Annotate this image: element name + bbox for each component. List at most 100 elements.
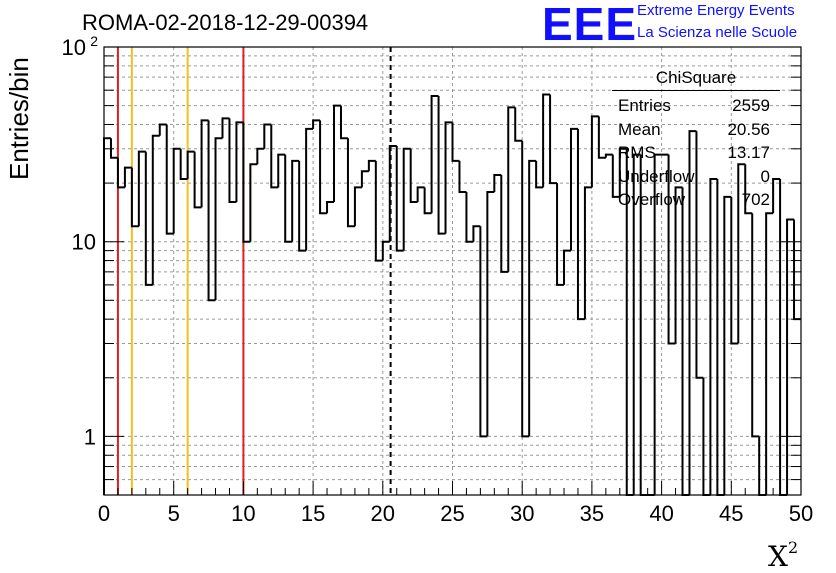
histogram-bin — [681, 187, 690, 496]
histogram-bin — [116, 157, 125, 189]
histogram-bin — [723, 195, 732, 495]
histogram-bin — [521, 140, 530, 438]
histogram-bin — [507, 106, 516, 272]
stats-title: ChiSquare — [612, 68, 780, 91]
histogram-bin — [200, 119, 209, 208]
y-tick-label: 1 — [84, 424, 96, 449]
histogram-bin — [130, 167, 139, 228]
histogram-bin — [151, 134, 160, 285]
histogram-bin — [186, 150, 195, 179]
histogram-bin — [779, 178, 788, 496]
y-tick-label-exponent: 2 — [90, 33, 98, 49]
histogram-bin — [786, 218, 795, 495]
histogram-bin — [256, 147, 265, 165]
histogram-bin — [611, 154, 620, 198]
grid-lines — [104, 47, 801, 495]
histogram-bin — [123, 166, 132, 188]
x-tick-label: 10 — [231, 501, 255, 526]
histogram-bin — [765, 212, 774, 495]
histogram-bin — [423, 187, 432, 215]
stats-row-entries: Entries 2559 — [618, 96, 770, 115]
histogram-bin — [374, 160, 383, 262]
y-axis-label: Entries/bin — [4, 57, 34, 180]
histogram-bin — [486, 190, 495, 437]
stats-box: ChiSquare Entries 2559 Mean 20.56 RMS 13.17… — [612, 68, 780, 212]
histogram-bin — [542, 93, 551, 188]
histogram-bin — [367, 159, 376, 172]
histogram-bin — [416, 186, 425, 202]
histogram-bin — [730, 196, 739, 345]
histogram-bin — [165, 124, 174, 235]
histogram-bin — [270, 124, 279, 189]
histogram-bin — [388, 145, 397, 242]
histogram-bin — [172, 147, 181, 234]
x-tick-label: 25 — [440, 501, 464, 526]
histogram-bin — [158, 123, 167, 136]
histogram-bin — [298, 160, 307, 252]
histogram-bin — [737, 163, 746, 344]
histogram-bin — [709, 177, 718, 495]
logo-text-line2: La Scienza nelle Scuole — [637, 24, 798, 41]
histogram-bin — [144, 151, 153, 286]
histogram-bin — [604, 153, 613, 158]
eee-logo: EEE — [542, 0, 638, 50]
histogram-bin — [109, 138, 118, 159]
histogram-bin — [402, 147, 411, 251]
histogram-bin — [395, 146, 404, 252]
x-tick-label: 5 — [168, 501, 180, 526]
y-tick-label: 10 — [72, 230, 96, 255]
histogram-bin — [493, 174, 502, 192]
stats-row-overflow: Overflow 702 — [618, 190, 770, 209]
x-tick-label: 20 — [371, 501, 395, 526]
histogram-bin — [249, 163, 258, 242]
histogram-bin — [451, 122, 460, 162]
histogram-bin — [569, 127, 578, 251]
x-tick-label: 0 — [98, 501, 110, 526]
histogram-bin — [744, 164, 753, 215]
y-tick-label: 10 — [62, 35, 86, 60]
histogram-bin — [326, 200, 335, 214]
histogram-bin — [751, 213, 760, 438]
histogram-bin — [528, 159, 537, 437]
histogram-bin — [597, 116, 606, 159]
histogram-bin — [242, 122, 251, 243]
histogram-bin — [549, 94, 558, 185]
histogram-bin — [284, 154, 293, 243]
logo-text-line1: Extreme Energy Events — [637, 2, 795, 19]
histogram-bin — [179, 148, 188, 180]
x-tick-label: 45 — [719, 501, 743, 526]
histogram-bin — [193, 151, 202, 209]
histogram-bin — [103, 137, 111, 495]
histogram-bin — [312, 119, 321, 129]
histogram-bin — [137, 150, 146, 227]
histogram-bin — [653, 153, 662, 495]
histogram-bin — [305, 127, 314, 251]
histogram-bin — [695, 131, 704, 379]
histogram-bin — [214, 137, 223, 301]
histogram-bin — [563, 249, 571, 285]
histogram-bin — [444, 121, 453, 234]
histogram-bin — [716, 178, 725, 496]
histogram-bin — [339, 105, 348, 140]
histogram-bin — [590, 115, 599, 188]
histogram-bin — [207, 120, 216, 302]
histogram-bin — [437, 96, 446, 235]
histogram-bin — [667, 154, 676, 345]
x-tick-label: 35 — [580, 501, 604, 526]
axis-ticks — [103, 46, 802, 496]
histogram-bin — [576, 128, 585, 321]
histogram-bin — [409, 148, 418, 203]
histogram-bin — [479, 226, 488, 438]
histogram-bin — [381, 240, 390, 261]
histogram-bin — [472, 225, 481, 242]
stats-row-rms: RMS 13.17 — [618, 143, 770, 162]
histogram-bin — [688, 130, 697, 495]
histogram-bin — [514, 107, 523, 142]
stats-row-underflow: Underflow 0 — [618, 166, 770, 186]
histogram-bin — [346, 138, 355, 228]
histogram-bin — [263, 123, 272, 149]
histogram-bin — [221, 117, 230, 139]
histogram-bin — [458, 160, 467, 193]
